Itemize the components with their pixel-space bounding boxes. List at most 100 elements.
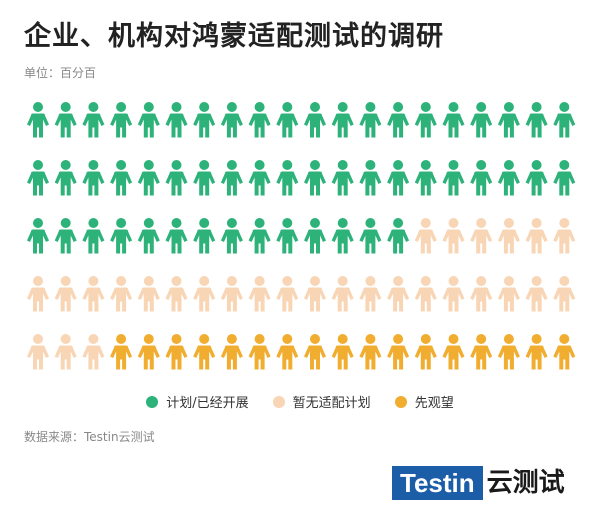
person-icon: [304, 160, 326, 196]
person-icon: [110, 218, 133, 254]
logo-box-text: Testin: [392, 466, 483, 500]
person-icon: [525, 218, 548, 254]
person-icon: [497, 276, 520, 312]
person-icon: [414, 276, 437, 312]
person-icon: [442, 276, 465, 312]
unit-label: 单位：百分百: [24, 66, 97, 80]
person-icon: [82, 102, 105, 138]
person-icon: [54, 218, 77, 254]
person-icon: [248, 218, 271, 254]
person-icon: [54, 276, 77, 312]
person-icon: [387, 334, 410, 370]
person-icon: [193, 276, 216, 312]
person-icon: [497, 334, 520, 370]
person-icon: [248, 276, 271, 312]
person-icon: [304, 102, 326, 138]
person-icon: [82, 218, 105, 254]
page-title: 企业、机构对鸿蒙适配测试的调研: [24, 21, 444, 52]
person-icon: [137, 160, 160, 196]
person-icon: [248, 334, 271, 370]
legend-dot-planned: [146, 395, 159, 408]
person-icon: [387, 102, 410, 138]
person-icon: [54, 102, 77, 138]
person-icon: [220, 160, 243, 196]
person-icon: [276, 102, 299, 138]
legend-item-no-plan: 暂无适配计划: [272, 392, 371, 411]
legend: 计划/已经开展 暂无适配计划 先观望: [0, 392, 600, 411]
person-icon: [359, 102, 382, 138]
person-icon: [54, 160, 77, 196]
person-icon: [470, 160, 493, 196]
person-icon: [331, 102, 354, 138]
person-icon: [497, 160, 520, 196]
person-icon: [470, 276, 493, 312]
person-icon: [553, 218, 576, 254]
person-icon: [331, 218, 354, 254]
person-icon: [193, 218, 216, 254]
person-icon: [304, 218, 326, 254]
person-icon: [442, 160, 465, 196]
person-icon: [110, 160, 133, 196]
person-icon: [220, 218, 243, 254]
pictogram-chart: [27, 102, 576, 370]
person-icon: [248, 160, 271, 196]
person-icon: [276, 160, 299, 196]
person-icon: [220, 102, 243, 138]
legend-item-planned: 计划/已经开展: [146, 392, 249, 411]
person-icon: [470, 102, 493, 138]
person-icon: [165, 160, 188, 196]
person-icon: [82, 276, 105, 312]
person-icon: [525, 102, 548, 138]
person-icon: [387, 218, 410, 254]
legend-label-no-plan: 暂无适配计划: [292, 396, 371, 411]
person-icon: [414, 334, 437, 370]
person-icon: [553, 160, 576, 196]
person-icon: [359, 160, 382, 196]
person-icon: [276, 218, 299, 254]
person-icon: [276, 276, 299, 312]
person-icon: [220, 276, 243, 312]
person-icon: [442, 218, 465, 254]
chart-card: [6, 6, 594, 458]
person-icon: [137, 218, 160, 254]
person-icon: [110, 276, 133, 312]
person-icon: [387, 276, 410, 312]
source-label: 数据来源：Testin云测试: [24, 430, 155, 444]
person-icon: [137, 102, 160, 138]
person-icon: [82, 160, 105, 196]
person-icon: [553, 334, 576, 370]
person-icon: [27, 218, 49, 254]
person-icon: [82, 334, 105, 370]
person-icon: [414, 102, 437, 138]
person-icon: [220, 334, 243, 370]
person-icon: [165, 334, 188, 370]
person-icon: [470, 334, 493, 370]
person-icon: [331, 276, 354, 312]
person-icon: [137, 334, 160, 370]
person-icon: [497, 102, 520, 138]
person-icon: [497, 218, 520, 254]
person-icon: [414, 160, 437, 196]
person-icon: [193, 334, 216, 370]
person-icon: [525, 276, 548, 312]
person-icon: [331, 334, 354, 370]
testin-logo: Testin 云测试: [392, 466, 565, 500]
person-icon: [110, 102, 133, 138]
person-icon: [110, 334, 133, 370]
person-icon: [193, 102, 216, 138]
person-icon: [442, 334, 465, 370]
person-icon: [165, 218, 188, 254]
legend-label-planned: 计划/已经开展: [166, 396, 249, 411]
person-icon: [525, 334, 548, 370]
person-icon: [137, 276, 160, 312]
person-icon: [359, 334, 382, 370]
logo-suffix-text: 云测试: [486, 468, 565, 498]
person-icon: [359, 276, 382, 312]
person-icon: [54, 334, 77, 370]
person-icon: [27, 276, 49, 312]
person-icon: [387, 160, 410, 196]
person-icon: [248, 102, 271, 138]
person-icon: [27, 334, 49, 370]
person-icon: [276, 334, 299, 370]
person-icon: [442, 102, 465, 138]
